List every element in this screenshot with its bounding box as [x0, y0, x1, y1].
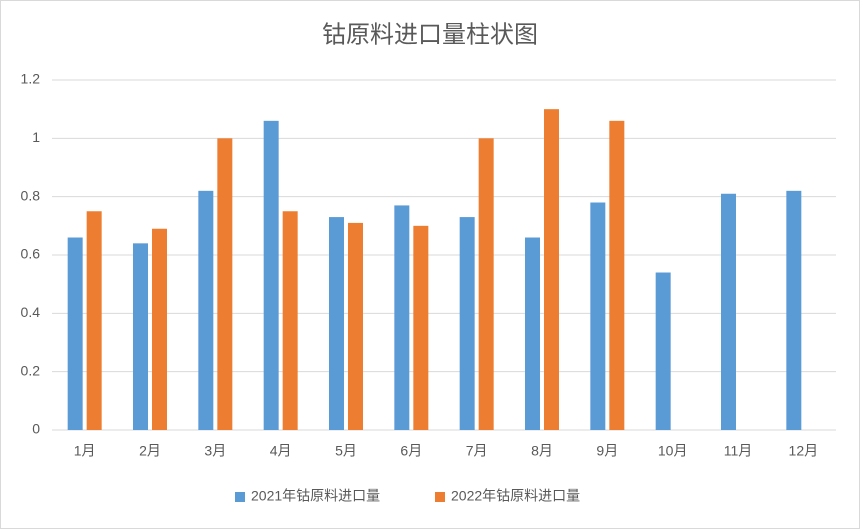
x-tick-label: 1月 — [74, 443, 96, 459]
y-tick-label: 0 — [32, 421, 40, 437]
bar — [282, 211, 298, 430]
bar — [86, 211, 102, 430]
legend-label: 2021年钴原料进口量 — [251, 488, 380, 504]
bar — [655, 272, 671, 430]
bar — [413, 225, 429, 430]
bar — [348, 222, 363, 430]
legend-swatch — [435, 492, 445, 502]
x-tick-label: 2月 — [139, 443, 161, 459]
bar — [590, 202, 606, 430]
bar — [152, 228, 167, 430]
y-tick-label: 0.2 — [21, 362, 41, 378]
bar — [198, 190, 214, 430]
x-tick-label: 5月 — [335, 443, 357, 459]
x-tick-label: 3月 — [204, 443, 226, 459]
y-tick-label: 1.2 — [21, 71, 41, 87]
y-tick-label: 0.4 — [21, 304, 41, 320]
legend-label: 2022年钴原料进口量 — [451, 488, 580, 504]
bar — [544, 109, 559, 431]
bar — [525, 237, 540, 430]
x-tick-label: 6月 — [400, 443, 422, 459]
bar — [478, 138, 494, 431]
x-tick-label: 7月 — [466, 443, 488, 459]
bar — [721, 193, 736, 430]
x-tick-label: 9月 — [596, 443, 618, 459]
x-tick-label: 11月 — [724, 443, 753, 459]
y-tick-label: 0.6 — [21, 246, 41, 262]
legend-swatch — [235, 492, 245, 502]
x-tick-label: 12月 — [789, 443, 819, 459]
bar — [459, 217, 475, 430]
y-tick-label: 0.8 — [21, 187, 41, 203]
x-tick-label: 8月 — [531, 443, 553, 459]
bar — [329, 217, 344, 430]
x-tick-label: 4月 — [270, 443, 292, 459]
bar — [67, 237, 83, 430]
y-tick-label: 1 — [32, 129, 40, 145]
bar — [133, 243, 148, 430]
x-tick-label: 10月 — [658, 443, 688, 459]
chart-title: 钴原料进口量柱状图 — [322, 21, 538, 48]
bar — [786, 190, 802, 430]
bar — [217, 138, 233, 431]
bar — [394, 205, 410, 430]
bar — [609, 120, 625, 430]
bar — [263, 120, 279, 430]
